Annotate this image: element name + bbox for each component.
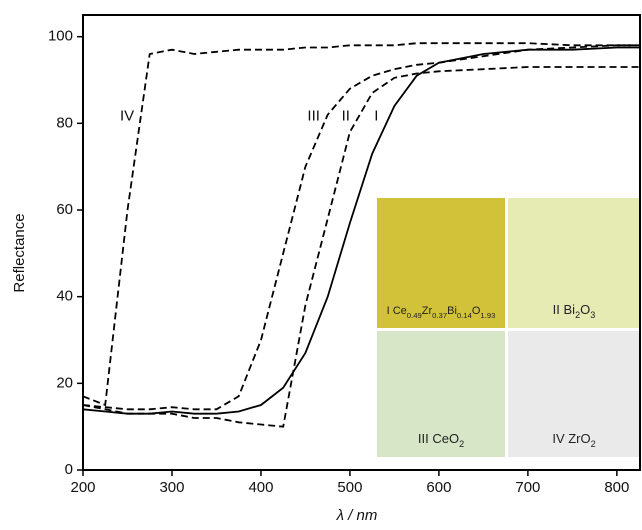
subscript: 0.37	[432, 311, 447, 320]
label-part: I Ce	[387, 305, 407, 317]
series-label: IV	[120, 108, 134, 125]
series-label: II	[342, 108, 350, 125]
x-tick-label: 200	[70, 479, 95, 496]
label-part: II Bi	[553, 302, 576, 317]
chart: I Ce0.49Zr0.37Bi0.14O1.93II Bi2O3III CeO…	[0, 0, 642, 530]
label-part: Zr	[422, 305, 433, 317]
subscript: 1.93	[480, 311, 495, 320]
x-axis-label: λ / nm	[336, 507, 378, 524]
subscript: 0.49	[407, 311, 422, 320]
label-part: O	[580, 302, 590, 317]
x-tick-label: 600	[426, 479, 451, 496]
y-tick-label: 40	[56, 288, 73, 305]
x-tick-label: 500	[337, 479, 362, 496]
x-tick-label: 700	[515, 479, 540, 496]
label-part: Bi	[447, 305, 457, 317]
label-part: IV ZrO	[552, 431, 590, 446]
series-label: I	[374, 108, 378, 125]
subscript: 2	[459, 439, 464, 449]
label-part: III CeO	[418, 431, 459, 446]
subscript: 2	[591, 439, 596, 449]
subscript: 3	[590, 310, 595, 320]
y-axis-label: Reflectance	[11, 213, 28, 292]
y-tick-label: 100	[48, 28, 73, 45]
subscript: 0.14	[457, 311, 473, 320]
series-label: III	[307, 108, 320, 125]
x-tick-label: 800	[604, 479, 629, 496]
x-tick-label: 300	[159, 479, 184, 496]
x-tick-label: 400	[248, 479, 273, 496]
y-tick-label: 0	[65, 461, 73, 478]
y-tick-label: 80	[56, 114, 73, 131]
y-tick-label: 20	[56, 374, 73, 391]
y-tick-label: 60	[56, 201, 73, 218]
